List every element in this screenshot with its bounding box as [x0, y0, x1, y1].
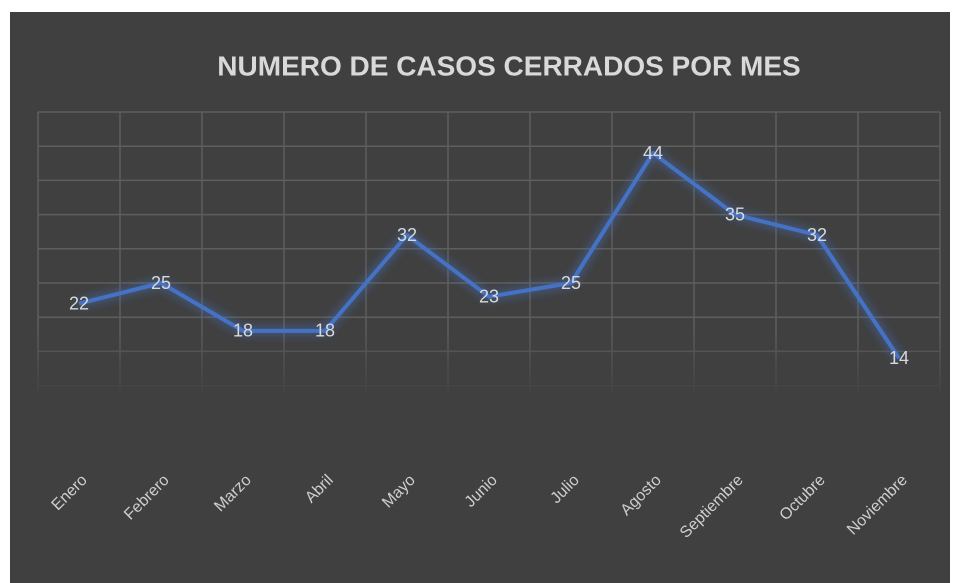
data-line	[78, 151, 901, 360]
data-label: 23	[479, 286, 499, 306]
data-label: 25	[561, 273, 581, 293]
data-label: 32	[807, 225, 827, 245]
data-label: 44	[643, 143, 663, 163]
data-label: 35	[725, 204, 745, 224]
chart-title: NUMERO DE CASOS CERRADOS POR MES	[217, 50, 800, 81]
grid	[37, 111, 941, 455]
data-label: 14	[889, 348, 909, 368]
data-label: 22	[69, 293, 89, 313]
chart-background	[10, 12, 950, 583]
data-label: 25	[151, 273, 171, 293]
data-label: 32	[397, 225, 417, 245]
data-label: 18	[233, 321, 253, 341]
data-label: 18	[315, 321, 335, 341]
